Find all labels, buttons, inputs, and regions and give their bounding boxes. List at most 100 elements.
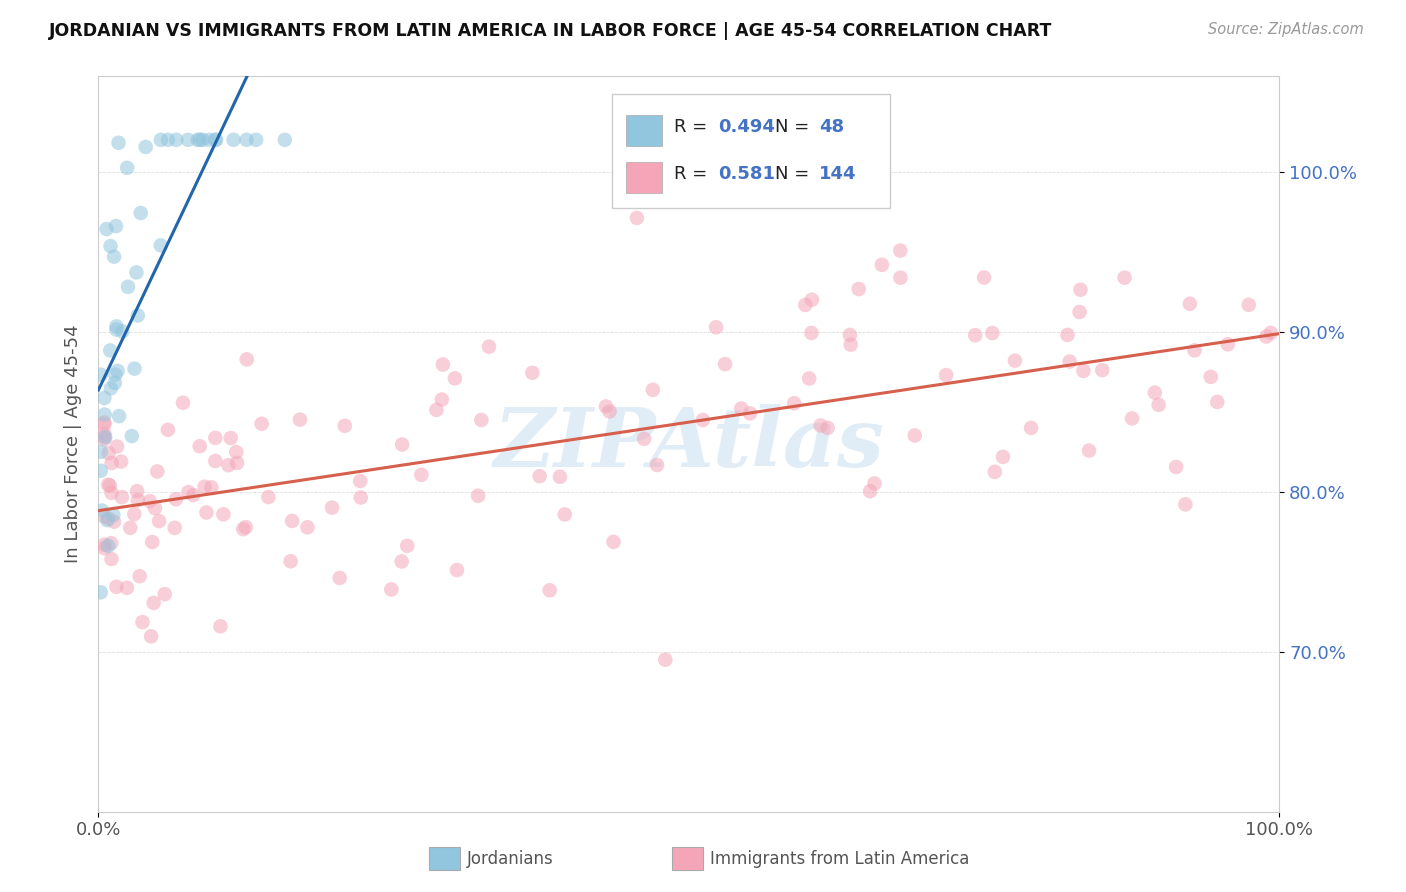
Point: [595, 400, 617, 414]
Point: [245, 133, 267, 147]
Point: [704, 320, 727, 334]
Point: [810, 418, 832, 433]
Point: [1078, 443, 1101, 458]
Text: Immigrants from Latin America: Immigrants from Latin America: [710, 850, 969, 868]
Point: [1256, 329, 1278, 343]
Text: 144: 144: [818, 165, 856, 183]
Text: ZIPAtlas: ZIPAtlas: [494, 404, 884, 483]
Text: R =: R =: [673, 118, 713, 136]
Point: [839, 337, 862, 351]
Point: [91, 503, 114, 517]
Point: [904, 428, 927, 442]
Point: [333, 418, 356, 433]
Point: [984, 465, 1007, 479]
Point: [90, 368, 112, 382]
Point: [235, 133, 257, 147]
Point: [93, 430, 115, 444]
Point: [1237, 298, 1260, 312]
Point: [124, 361, 146, 376]
Point: [165, 133, 187, 147]
Point: [783, 396, 806, 410]
Point: [93, 426, 115, 441]
Text: R =: R =: [673, 165, 713, 183]
Point: [848, 282, 870, 296]
Point: [194, 480, 217, 494]
Point: [93, 432, 115, 446]
Point: [93, 541, 115, 555]
Point: [973, 270, 995, 285]
Point: [626, 211, 648, 225]
Point: [129, 206, 152, 220]
Point: [470, 413, 492, 427]
Point: [396, 539, 419, 553]
Point: [172, 396, 194, 410]
Point: [1178, 297, 1201, 311]
Point: [125, 484, 148, 499]
Point: [411, 467, 433, 482]
Text: 48: 48: [818, 118, 844, 136]
Point: [274, 133, 297, 147]
Point: [281, 514, 304, 528]
Text: N =: N =: [775, 165, 815, 183]
Point: [135, 140, 157, 154]
Point: [478, 340, 501, 354]
Point: [794, 298, 817, 312]
Point: [187, 133, 209, 147]
Point: [105, 322, 128, 336]
Point: [645, 458, 668, 472]
Point: [1056, 327, 1078, 342]
Point: [1059, 354, 1081, 368]
Point: [222, 133, 245, 147]
Point: [100, 239, 122, 253]
Point: [148, 514, 170, 528]
Point: [654, 653, 676, 667]
Point: [1216, 337, 1239, 351]
Point: [105, 580, 128, 594]
Point: [1184, 343, 1206, 358]
Point: [94, 430, 117, 444]
Point: [191, 133, 214, 147]
Y-axis label: In Labor Force | Age 45-54: In Labor Force | Age 45-54: [63, 325, 82, 563]
Point: [93, 509, 115, 524]
Point: [250, 417, 273, 431]
Point: [107, 364, 129, 378]
Point: [177, 485, 200, 500]
Point: [692, 413, 714, 427]
Point: [149, 133, 172, 147]
Point: [142, 596, 165, 610]
Point: [1019, 421, 1042, 435]
Point: [859, 484, 882, 499]
Point: [1206, 395, 1229, 409]
Point: [280, 554, 302, 568]
Point: [104, 376, 127, 390]
Point: [444, 371, 467, 385]
Point: [1114, 270, 1136, 285]
Point: [204, 454, 226, 468]
Point: [1004, 353, 1026, 368]
Point: [98, 343, 121, 358]
Point: [98, 478, 121, 492]
Point: [93, 417, 115, 432]
Point: [195, 506, 218, 520]
Point: [117, 280, 139, 294]
Point: [110, 454, 132, 468]
Point: [156, 133, 179, 147]
Point: [96, 222, 118, 236]
Point: [138, 494, 160, 508]
Point: [329, 571, 352, 585]
Point: [297, 520, 319, 534]
Point: [165, 492, 187, 507]
Point: [730, 401, 752, 416]
Point: [139, 629, 162, 643]
Point: [554, 508, 576, 522]
Point: [380, 582, 402, 597]
Point: [143, 501, 166, 516]
Point: [1069, 305, 1091, 319]
Point: [965, 328, 987, 343]
Point: [103, 515, 125, 529]
Point: [183, 488, 205, 502]
Point: [105, 319, 128, 334]
Point: [432, 358, 454, 372]
Point: [391, 437, 413, 451]
Point: [177, 133, 200, 147]
